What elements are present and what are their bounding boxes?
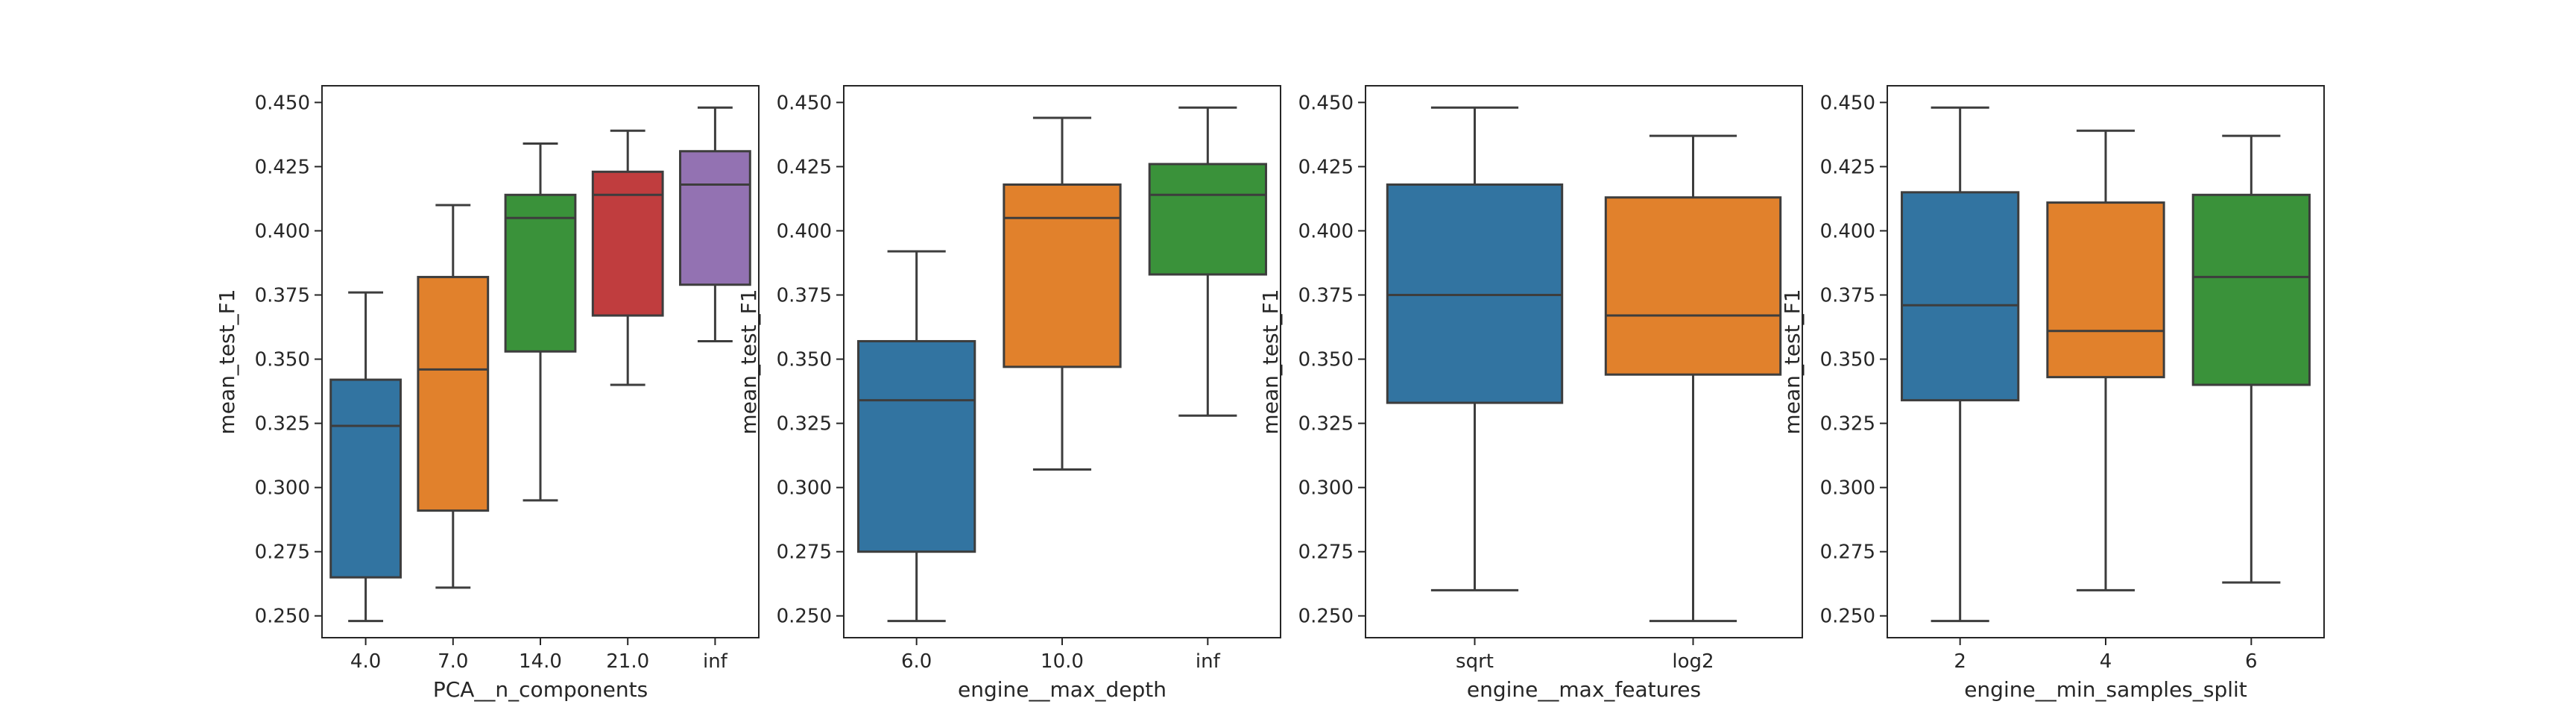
- y-tick-label: 0.450: [255, 92, 310, 114]
- y-axis-label: mean_test_F1: [736, 289, 761, 434]
- x-tick-label: inf: [703, 650, 728, 673]
- y-tick-label: 0.300: [777, 477, 832, 500]
- box-body: [857, 339, 976, 553]
- axes-frame: [843, 85, 1281, 638]
- box-4.0: [329, 291, 402, 623]
- box-10.0: [1003, 116, 1122, 471]
- y-tick-label: 0.375: [255, 285, 310, 307]
- y-tick-label: 0.400: [777, 220, 832, 242]
- x-axis-label: engine__max_features: [1467, 677, 1701, 702]
- box-inf: [679, 106, 751, 342]
- box-body: [417, 275, 490, 512]
- y-axis-label: mean_test_F1: [215, 289, 239, 434]
- subplot-3: 0.250 0.275 0.300 0.325 0.350 0.375 0.400 0.425…: [1258, 85, 1803, 702]
- y-tick-label: 0.250: [255, 606, 310, 628]
- box-6.0: [857, 250, 976, 623]
- subplot-2: 0.250 0.275 0.300 0.325 0.350 0.375 0.400 0.425…: [736, 85, 1281, 702]
- y-tick-label: 0.350: [255, 349, 310, 371]
- x-tick-label: 6.0: [901, 650, 932, 673]
- x-axis-label: PCA__n_components: [433, 677, 648, 702]
- y-tick-label: 0.325: [1820, 413, 1875, 436]
- box-sqrt: [1386, 106, 1564, 591]
- y-tick-label: 0.450: [777, 92, 832, 114]
- box-body: [1901, 191, 2020, 402]
- y-tick-label: 0.275: [777, 541, 832, 564]
- y-tick-label: 0.325: [255, 413, 310, 436]
- subplot-1: 0.250 0.275 0.300 0.325 0.350 0.375 0.400 0.425…: [215, 85, 760, 702]
- box-body: [504, 193, 577, 353]
- x-tick-label: 14.0: [519, 650, 562, 673]
- y-tick-label: 0.350: [777, 349, 832, 371]
- y-tick-label: 0.400: [255, 220, 310, 242]
- y-axis-label: mean_test_F1: [1780, 289, 1805, 434]
- y-tick-label: 0.250: [1298, 606, 1354, 628]
- y-tick-label: 0.275: [1298, 541, 1354, 564]
- x-tick-label: sqrt: [1456, 650, 1494, 673]
- axes-frame: [1365, 85, 1803, 638]
- box-body: [1148, 163, 1267, 276]
- y-tick-label: 0.300: [255, 477, 310, 500]
- x-axis-label: engine__max_depth: [958, 677, 1167, 702]
- subplots: 0.250 0.275 0.300 0.325 0.350 0.375 0.400 0.425…: [215, 85, 2325, 702]
- y-tick-label: 0.450: [1298, 92, 1354, 114]
- y-tick-label: 0.325: [1298, 413, 1354, 436]
- y-tick-label: 0.450: [1820, 92, 1875, 114]
- box-body: [1604, 196, 1782, 376]
- y-tick-label: 0.250: [777, 606, 832, 628]
- box-body: [1003, 183, 1122, 368]
- x-tick-label: log2: [1672, 650, 1714, 673]
- y-axis-label: mean_test_F1: [1258, 289, 1283, 434]
- box-4: [2046, 129, 2165, 591]
- box-2: [1901, 106, 2020, 623]
- y-tick-label: 0.425: [777, 156, 832, 178]
- axes-frame: [321, 85, 760, 638]
- y-tick-label: 0.425: [255, 156, 310, 178]
- y-tick-label: 0.250: [1820, 606, 1875, 628]
- y-tick-label: 0.350: [1298, 349, 1354, 371]
- box-6: [2191, 134, 2311, 584]
- x-tick-label: 6: [2245, 650, 2258, 673]
- y-tick-label: 0.400: [1298, 220, 1354, 242]
- x-tick-label: 2: [1954, 650, 1966, 673]
- box-body: [679, 150, 751, 286]
- box-body: [591, 170, 664, 317]
- y-tick-label: 0.325: [777, 413, 832, 436]
- box-21.0: [591, 129, 664, 386]
- x-tick-label: 4.0: [350, 650, 381, 673]
- box-body: [2191, 193, 2311, 386]
- y-tick-label: 0.300: [1820, 477, 1875, 500]
- x-tick-label: inf: [1196, 650, 1221, 673]
- x-axis-label: engine__min_samples_split: [1964, 677, 2247, 702]
- box-7.0: [417, 204, 490, 589]
- y-tick-label: 0.400: [1820, 220, 1875, 242]
- y-tick-label: 0.375: [1298, 285, 1354, 307]
- axes-frame: [1887, 85, 2325, 638]
- y-tick-label: 0.275: [255, 541, 310, 564]
- x-tick-label: 4: [2100, 650, 2112, 673]
- y-tick-label: 0.425: [1298, 156, 1354, 178]
- x-tick-label: 10.0: [1041, 650, 1084, 673]
- x-tick-label: 7.0: [438, 650, 468, 673]
- box-body: [2046, 201, 2165, 379]
- box-log2: [1604, 134, 1782, 623]
- y-tick-label: 0.375: [1820, 285, 1875, 307]
- subplot-4: 0.250 0.275 0.300 0.325 0.350 0.375 0.400 0.425…: [1780, 85, 2325, 702]
- y-tick-label: 0.425: [1820, 156, 1875, 178]
- box-body: [1386, 183, 1564, 404]
- y-tick-label: 0.275: [1820, 541, 1875, 564]
- box-body: [329, 378, 402, 579]
- box-14.0: [504, 142, 577, 502]
- y-tick-label: 0.350: [1820, 349, 1875, 371]
- box-inf: [1148, 106, 1267, 417]
- y-tick-label: 0.300: [1298, 477, 1354, 500]
- y-tick-label: 0.375: [777, 285, 832, 307]
- x-tick-label: 21.0: [606, 650, 649, 673]
